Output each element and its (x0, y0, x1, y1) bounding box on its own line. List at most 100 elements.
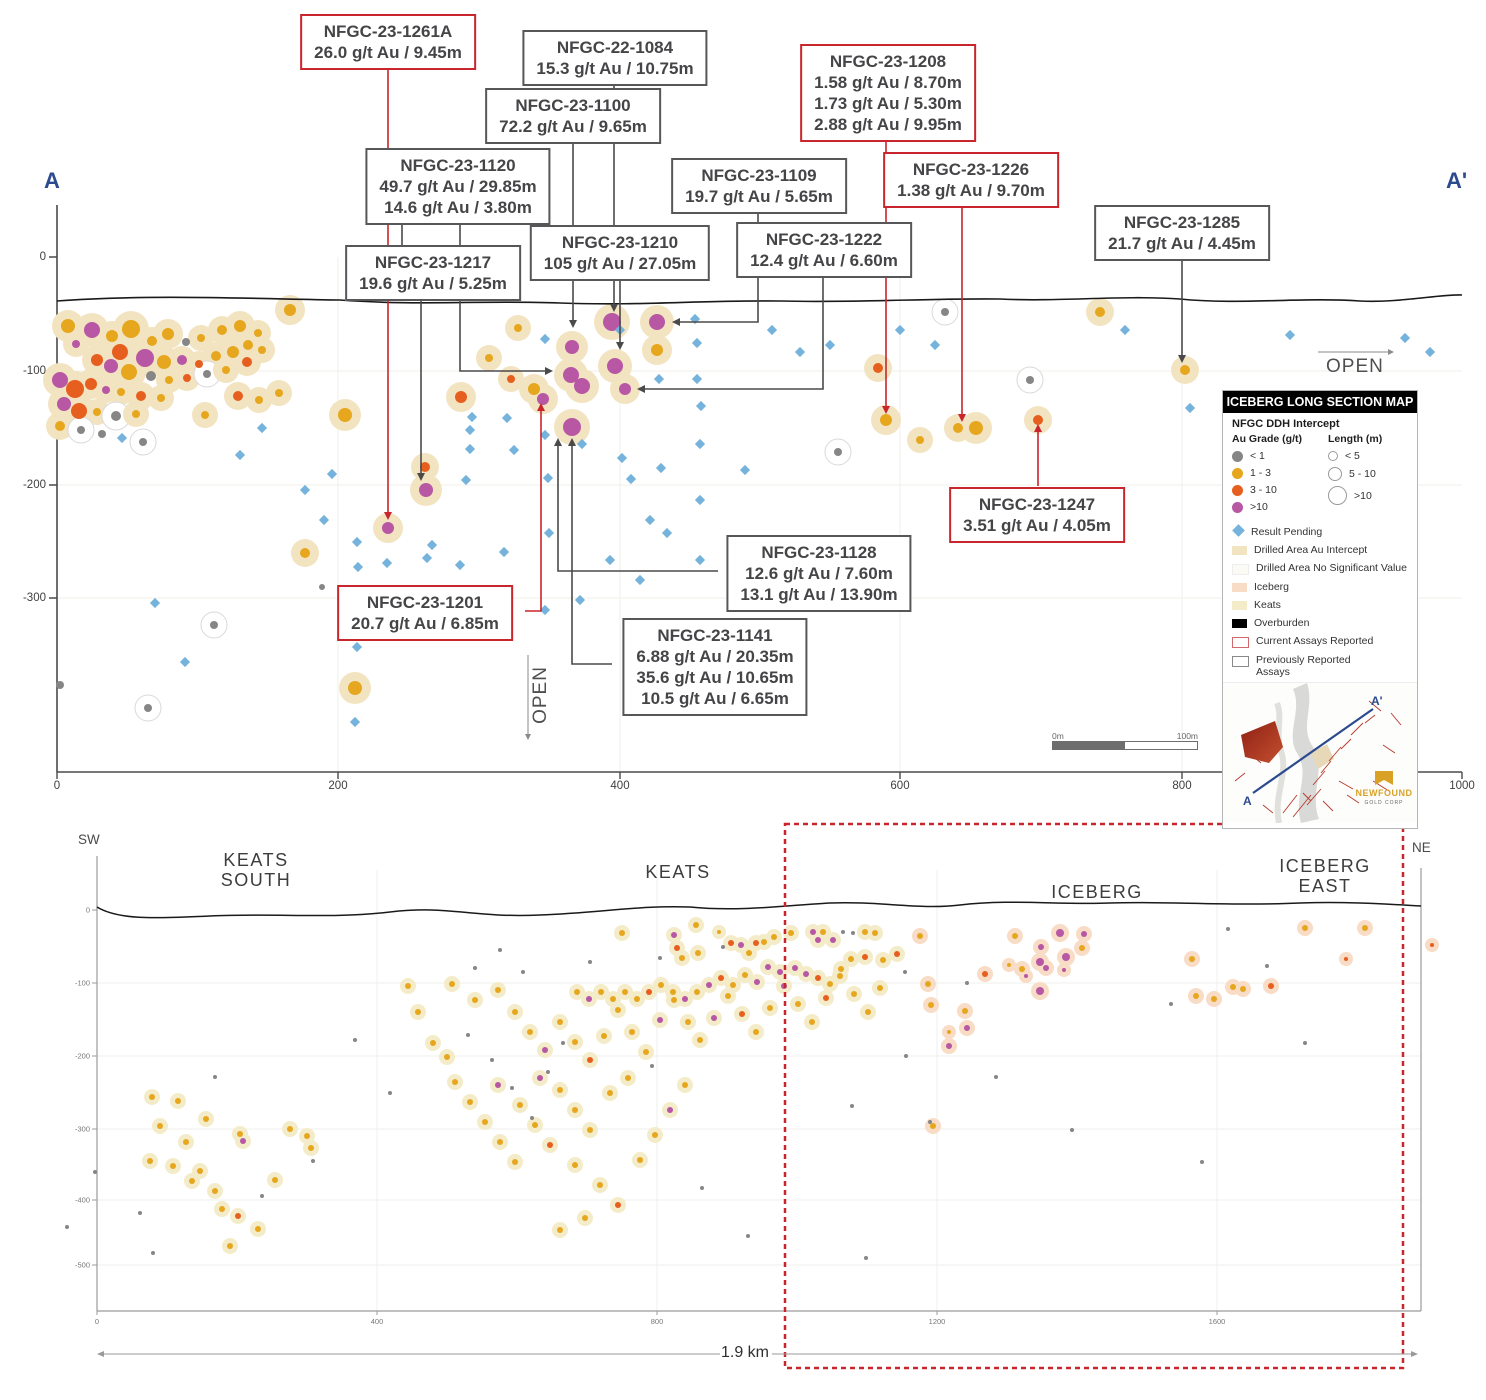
grade-label: 1 - 3 (1250, 467, 1272, 479)
grid-bottom (376, 870, 1218, 1311)
compass-sw: SW (78, 832, 100, 847)
data-point (61, 319, 75, 333)
data-point (1043, 965, 1049, 971)
result-pending-diamond (661, 527, 673, 539)
data-point (1079, 945, 1085, 951)
callout-nfgc-23-1141: NFGC-23-1141 6.88 g/t Au / 20.35m 35.6 g… (622, 618, 808, 717)
result-pending-diamond (824, 339, 836, 351)
result-pending-diamond (351, 641, 363, 653)
result-pending-diamond (644, 514, 656, 526)
callout-nfgc-23-1109: NFGC-23-1109 19.7 g/t Au / 5.65m (671, 158, 847, 215)
data-point (730, 982, 736, 988)
data-point (542, 1047, 548, 1053)
data-point (742, 972, 748, 978)
data-point (728, 940, 734, 946)
arrowheads-previous (417, 304, 1186, 481)
data-point (706, 982, 712, 988)
zone-line: EAST (1298, 876, 1352, 897)
result-pending-diamond (116, 432, 128, 444)
data-point (162, 328, 174, 340)
callout-nfgc-23-1201: NFGC-23-1201 20.7 g/t Au / 6.85m (337, 585, 513, 642)
data-point (197, 334, 205, 342)
data-point (449, 981, 455, 987)
data-point (102, 386, 110, 394)
data-point (258, 346, 266, 354)
result-pending-diamond (604, 554, 616, 566)
overburden-swatch (1232, 619, 1247, 628)
data-point (157, 394, 165, 402)
data-point (674, 945, 680, 951)
data-point (574, 378, 590, 394)
scale-bar-fill (1053, 742, 1125, 749)
data-point (1007, 963, 1011, 967)
data-point (112, 344, 128, 360)
callout-nfgc-23-1208: NFGC-23-1208 1.58 g/t Au / 8.70m 1.73 g/… (800, 44, 976, 143)
legend-item-label: Drilled Area No Significant Value (1256, 562, 1407, 574)
data-point (55, 421, 65, 431)
result-pending-diamond (464, 424, 476, 436)
data-point (848, 956, 854, 962)
data-point (994, 1075, 998, 1079)
data-point (610, 996, 616, 1002)
grade-label: 3 - 10 (1250, 484, 1277, 496)
result-pending-diamond (1184, 402, 1196, 414)
intercept: 1.58 g/t Au / 8.70m (814, 73, 962, 93)
zone-iceberg-east: ICEBERG EAST (1279, 856, 1371, 896)
data-point (815, 937, 821, 943)
callout-nfgc-23-1120: NFGC-23-1120 49.7 g/t Au / 29.85m 14.6 g… (365, 148, 551, 226)
grade-dot-1-3 (1232, 467, 1243, 479)
data-point (765, 964, 771, 970)
callout-nfgc-23-1100: NFGC-23-1100 72.2 g/t Au / 9.65m (485, 88, 661, 145)
section-label-a-prime: A' (1446, 168, 1468, 193)
result-pending-diamond (574, 594, 586, 606)
connectors-current (387, 62, 1039, 612)
data-point (85, 378, 97, 390)
data-point (574, 989, 580, 995)
data-point (1081, 931, 1087, 937)
data-point (795, 1001, 801, 1007)
data-point (444, 1054, 450, 1060)
legend-item-label: Iceberg (1254, 581, 1290, 593)
legend-item-label: Drilled Area Au Intercept (1254, 544, 1368, 556)
axis-bottom-yticks (92, 909, 97, 1266)
data-point (532, 1122, 538, 1128)
data-point (472, 997, 478, 1003)
hole-id: NFGC-23-1100 (515, 96, 631, 115)
hole-id: NFGC-23-1141 (657, 626, 773, 645)
overburden-surface-top (56, 294, 1463, 305)
data-point (284, 304, 296, 316)
data-point (203, 1116, 209, 1122)
data-point (157, 1123, 163, 1129)
hole-id: NFGC-23-1201 (366, 593, 484, 612)
data-point (803, 971, 809, 977)
intercept: 2.88 g/t Au / 9.95m (814, 115, 962, 135)
data-point (607, 1090, 613, 1096)
data-point (1240, 986, 1246, 992)
data-point (1344, 957, 1348, 961)
data-point (537, 393, 549, 405)
data-point (682, 996, 688, 1002)
data-point (121, 364, 137, 380)
data-point (679, 955, 685, 961)
data-point (671, 932, 677, 938)
data-point (165, 376, 173, 384)
data-point (697, 1037, 703, 1043)
axis-tick: -400 (74, 1195, 90, 1205)
data-point (862, 929, 868, 935)
result-pending-diamond (576, 438, 588, 450)
data-point (275, 389, 283, 397)
data-point (255, 396, 263, 404)
axis-tick: 0 (94, 1317, 100, 1326)
data-point (84, 322, 100, 338)
result-pending-diamond (466, 411, 478, 423)
hole-id: NFGC-23-1128 (761, 543, 877, 562)
zone-line: ICEBERG (1279, 856, 1371, 876)
data-point (197, 1168, 203, 1174)
result-pending-diamond (539, 429, 551, 441)
result-pending-diamond (691, 373, 703, 385)
data-point (117, 388, 125, 396)
legend-item-label: Keats (1254, 599, 1281, 611)
zone-line: SOUTH (220, 870, 292, 891)
result-pending-diamond (1399, 332, 1411, 344)
drilled-area-halos-bottom (142, 917, 1439, 1254)
